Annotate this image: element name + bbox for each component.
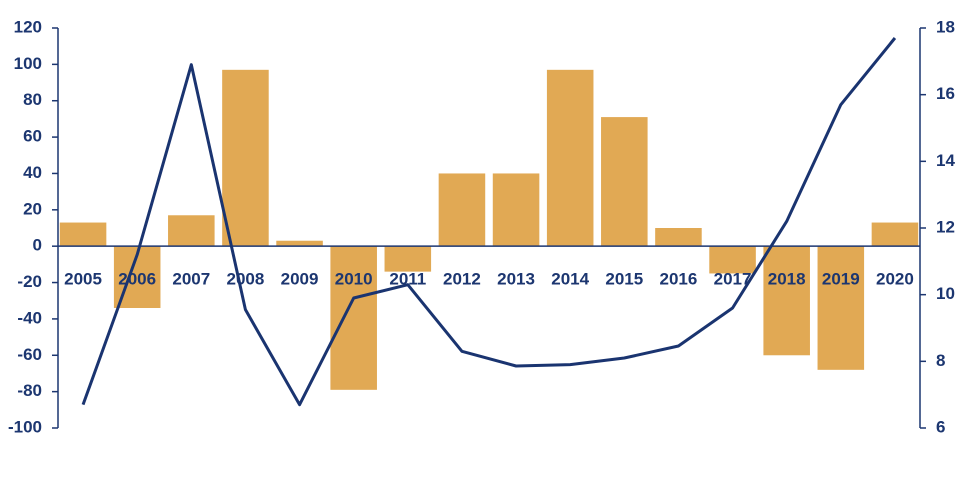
- y-tick-label: 80: [23, 90, 42, 109]
- x-tick-label: 2008: [227, 270, 265, 289]
- bar: [763, 246, 810, 356]
- x-tick-label: 2020: [876, 270, 914, 289]
- y-tick-label: -40: [17, 308, 42, 327]
- x-tick-label: 2010: [335, 270, 373, 289]
- y2-tick-label: 8: [936, 351, 945, 370]
- y2-tick-label: 6: [936, 417, 945, 436]
- y-tick-label: -60: [17, 345, 42, 364]
- x-tick-label: 2009: [281, 270, 319, 289]
- x-tick-label: 2011: [389, 270, 426, 289]
- y2-tick-label: 10: [936, 284, 955, 303]
- bar: [438, 173, 486, 247]
- y-tick-label: 60: [23, 127, 42, 146]
- x-tick-label: 2005: [64, 270, 102, 289]
- bar: [546, 69, 594, 247]
- bar: [817, 246, 865, 370]
- bar: [276, 240, 323, 247]
- x-tick-label: 2017: [714, 270, 752, 289]
- y2-tick-label: 16: [936, 84, 955, 103]
- x-tick-label: 2015: [605, 270, 643, 289]
- bar: [59, 222, 107, 247]
- x-tick-label: 2016: [660, 270, 698, 289]
- y2-tick-label: 12: [936, 217, 955, 236]
- bar: [655, 228, 702, 247]
- y2-tick-label: 14: [936, 151, 955, 170]
- x-tick-label: 2007: [172, 270, 210, 289]
- line: [81, 37, 897, 407]
- y-tick-label: 120: [14, 17, 42, 36]
- y-tick-label: -100: [8, 417, 42, 436]
- x-tick-label: 2019: [822, 270, 860, 289]
- y-tick-label: 40: [23, 163, 42, 182]
- y-tick-label: 20: [23, 199, 42, 218]
- x-tick-label: 2013: [497, 270, 535, 289]
- x-tick-label: 2006: [118, 270, 156, 289]
- bar: [709, 246, 756, 274]
- y-tick-label: 0: [33, 236, 42, 255]
- bar: [871, 222, 919, 247]
- bar: [384, 246, 432, 272]
- x-tick-label: 2014: [551, 270, 589, 289]
- y-tick-label: 100: [14, 54, 42, 73]
- y-tick-label: -80: [17, 381, 42, 400]
- y2-tick-label: 18: [936, 17, 955, 36]
- x-tick-label: 2018: [768, 270, 806, 289]
- y-tick-label: -20: [17, 272, 42, 291]
- bar: [168, 215, 215, 247]
- x-tick-label: 2012: [443, 270, 481, 289]
- bar: [330, 246, 377, 390]
- bar: [492, 173, 540, 247]
- bar: [222, 69, 269, 247]
- bar: [601, 117, 648, 247]
